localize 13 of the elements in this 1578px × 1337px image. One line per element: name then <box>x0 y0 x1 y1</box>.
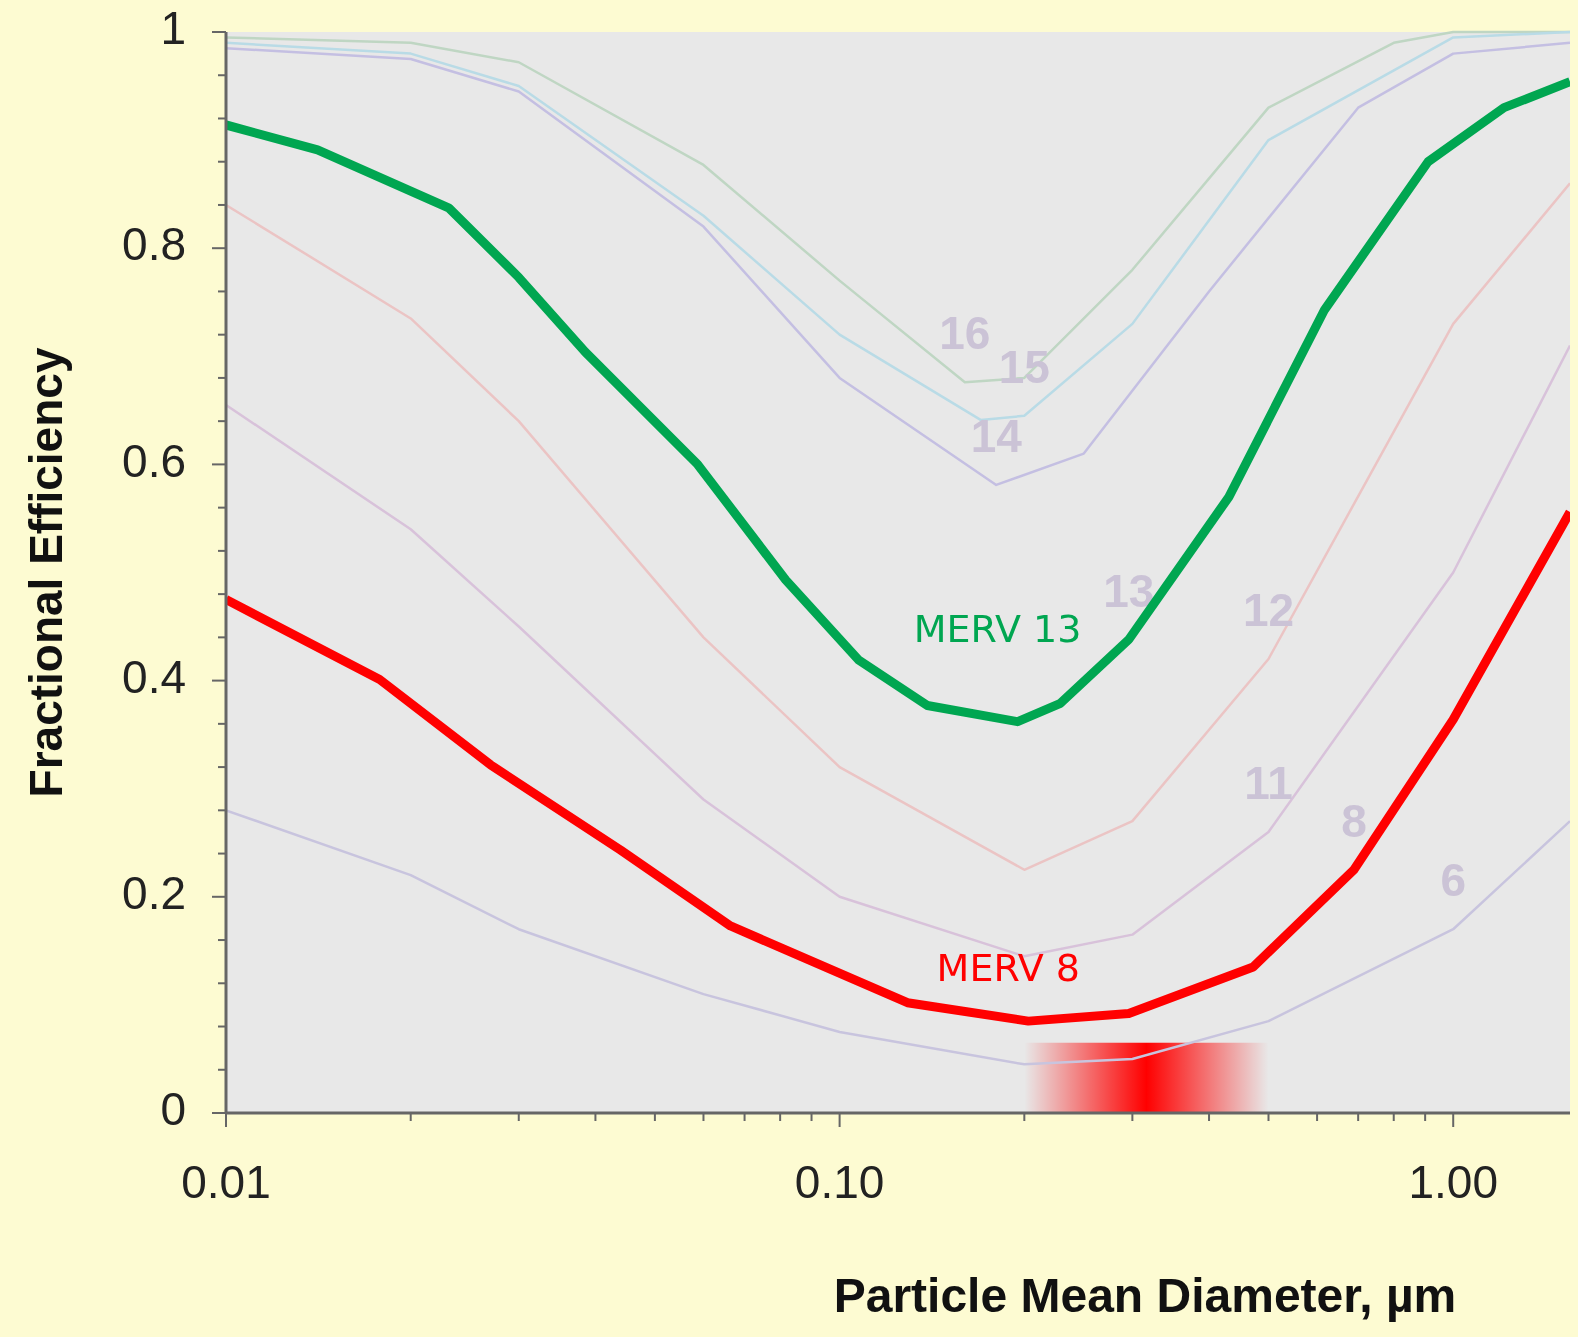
y-tick-label: 0.4 <box>122 650 186 703</box>
y-tick-label: 1 <box>160 2 186 55</box>
x-tick-label: 1.00 <box>1408 1156 1498 1208</box>
y-tick-label: 0 <box>160 1083 186 1136</box>
x-axis-title: Particle Mean Diameter, µm <box>833 1269 1457 1322</box>
y-tick-label: 0.8 <box>122 218 186 271</box>
y-axis-title: Fractional Efficiency <box>20 347 72 798</box>
series-label: MERV 8 <box>936 946 1080 991</box>
y-tick-label: 0.2 <box>122 866 186 919</box>
x-tick-label: 0.10 <box>794 1156 885 1208</box>
x-tick-label: 0.01 <box>181 1156 271 1208</box>
series-label: MERV 13 <box>913 606 1082 651</box>
y-tick-label: 0.6 <box>122 434 186 487</box>
